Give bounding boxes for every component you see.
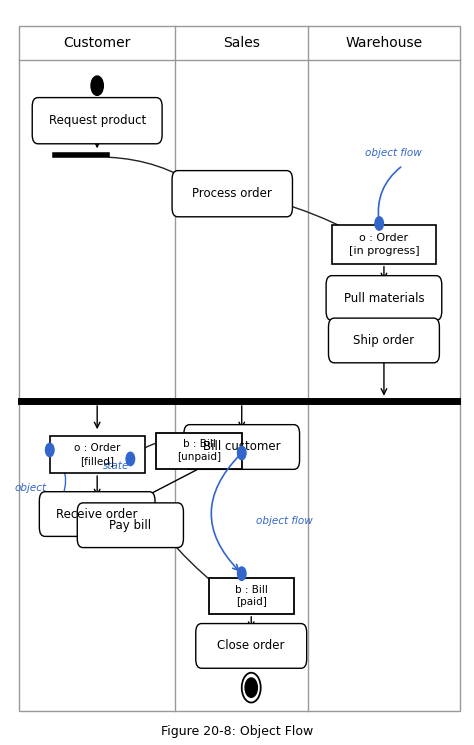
FancyBboxPatch shape	[184, 425, 300, 469]
Text: Receive order: Receive order	[56, 507, 138, 521]
FancyBboxPatch shape	[32, 98, 162, 144]
Bar	[209, 578, 294, 614]
FancyBboxPatch shape	[196, 624, 307, 668]
Circle shape	[237, 567, 246, 580]
Bar	[156, 433, 242, 469]
FancyBboxPatch shape	[77, 503, 183, 548]
Bar	[332, 225, 436, 264]
Text: state: state	[103, 460, 129, 471]
Text: [filled]: [filled]	[80, 456, 114, 466]
Text: Figure 20-8: Object Flow: Figure 20-8: Object Flow	[161, 725, 313, 738]
Circle shape	[245, 678, 257, 697]
Text: Sales: Sales	[223, 36, 260, 50]
FancyBboxPatch shape	[39, 492, 155, 536]
Text: o : Order: o : Order	[74, 443, 120, 453]
FancyBboxPatch shape	[326, 276, 442, 320]
Text: Close order: Close order	[218, 639, 285, 653]
Text: Ship order: Ship order	[354, 334, 414, 347]
Circle shape	[375, 217, 383, 230]
Text: object flow: object flow	[256, 516, 313, 527]
Text: b : Bill: b : Bill	[235, 585, 268, 595]
Circle shape	[46, 443, 54, 457]
Bar	[50, 436, 145, 473]
Circle shape	[237, 446, 246, 460]
Text: [in progress]: [in progress]	[349, 246, 419, 256]
Circle shape	[91, 76, 103, 95]
Text: [unpaid]: [unpaid]	[177, 452, 221, 462]
Text: Process order: Process order	[192, 187, 272, 200]
Text: Request product: Request product	[48, 114, 146, 127]
Text: [paid]: [paid]	[236, 597, 267, 607]
Text: Warehouse: Warehouse	[346, 36, 422, 50]
Text: object flow: object flow	[365, 148, 422, 158]
FancyBboxPatch shape	[328, 318, 439, 363]
Text: Pull materials: Pull materials	[344, 291, 424, 305]
Text: o : Order: o : Order	[359, 233, 409, 243]
Text: Bill customer: Bill customer	[203, 440, 281, 454]
Text: Pay bill: Pay bill	[109, 519, 151, 532]
Circle shape	[242, 673, 261, 703]
Text: b : Bill: b : Bill	[182, 440, 216, 449]
Text: object: object	[15, 483, 47, 493]
Text: Customer: Customer	[64, 36, 131, 50]
FancyBboxPatch shape	[172, 171, 292, 217]
Circle shape	[126, 452, 135, 466]
